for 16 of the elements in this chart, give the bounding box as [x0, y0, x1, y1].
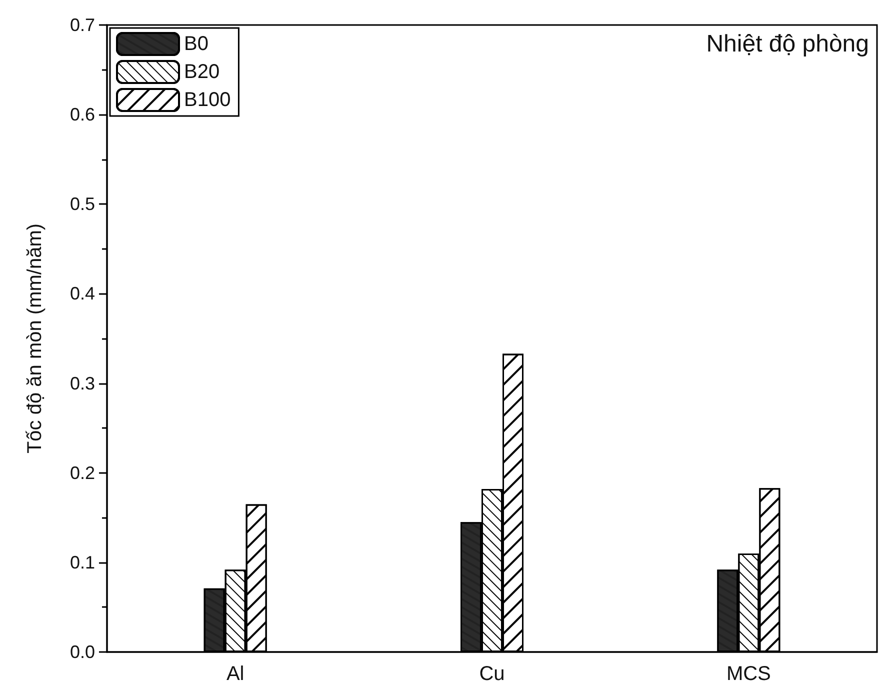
y-tick-label: 0.5: [70, 194, 95, 214]
legend-label: B100: [184, 89, 231, 111]
x-tick-label: Cu: [479, 663, 505, 685]
legend-label: B0: [184, 33, 208, 55]
y-axis-title: Tốc độ ăn mòn (mm/năm): [24, 223, 46, 454]
y-tick-label: 0.0: [70, 642, 95, 662]
y-tick-label: 0.4: [70, 284, 95, 304]
y-tick-label: 0.3: [70, 373, 95, 394]
y-tick-label: 0.7: [70, 15, 95, 35]
x-tick-label: MCS: [726, 663, 771, 685]
annotation: Nhiệt độ phòng: [706, 30, 869, 58]
y-tick-label: 0.1: [70, 552, 95, 572]
y-tick-label: 0.2: [70, 462, 95, 483]
legend-label: B20: [184, 61, 220, 83]
x-tick-label: Al: [226, 663, 244, 685]
y-tick-label: 0.6: [70, 104, 95, 125]
